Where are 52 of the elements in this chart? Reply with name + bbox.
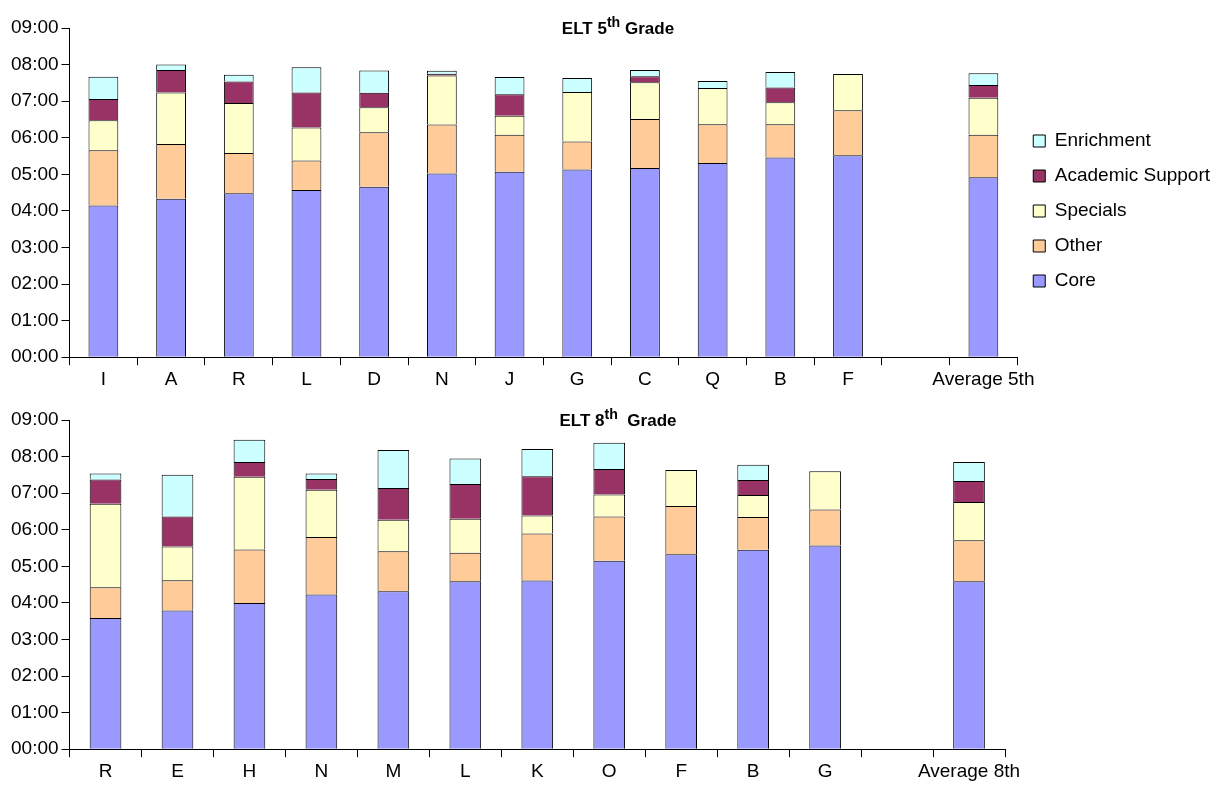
x-tick-label: N <box>314 759 329 781</box>
y-tick-label: 03:00 <box>11 235 59 257</box>
y-tick-label: 07:00 <box>11 89 59 111</box>
y-tick-label: 04:00 <box>11 199 59 221</box>
x-tick-label: C <box>638 367 652 389</box>
y-tick-label: 01:00 <box>11 700 59 722</box>
chart-title: ELT 5$^{th}$ Grade <box>561 14 675 38</box>
x-tick-label: B <box>773 367 787 389</box>
x-tick-label: J <box>504 367 515 389</box>
y-tick-label: 09:00 <box>11 16 59 38</box>
x-tick-label: O <box>601 759 617 781</box>
x-tick-label: Average 5th <box>932 367 1035 389</box>
y-tick-label: 09:00 <box>11 408 59 430</box>
x-tick-label: N <box>434 367 449 389</box>
x-tick-label: R <box>231 367 246 389</box>
x-tick-label: K <box>530 759 544 781</box>
x-tick-label: E <box>171 759 184 781</box>
legend-label: Specials <box>1054 199 1127 221</box>
x-tick-label: Average 8th <box>917 759 1021 781</box>
y-tick-label: 02:00 <box>11 664 59 686</box>
x-tick-label: L <box>460 759 471 781</box>
x-tick-label: D <box>367 367 382 389</box>
x-tick-label: F <box>675 759 687 781</box>
x-tick-label: Q <box>705 367 721 389</box>
legend-label: Other <box>1054 234 1103 256</box>
legend-label: Academic Support <box>1054 164 1211 186</box>
x-tick-label: G <box>569 367 585 389</box>
x-tick-label: G <box>817 759 833 781</box>
y-tick-label: 02:00 <box>11 272 59 294</box>
chart-title: ELT 8$^{th}$ Grade <box>559 406 677 430</box>
y-tick-label: 01:00 <box>11 308 59 330</box>
legend-label: Enrichment <box>1054 129 1152 151</box>
legend-label: Core <box>1054 269 1096 291</box>
x-tick-label: A <box>164 367 178 389</box>
y-tick-label: 00:00 <box>11 737 59 759</box>
y-tick-label: 03:00 <box>11 627 59 649</box>
x-tick-label: R <box>98 759 113 781</box>
y-tick-label: 06:00 <box>11 125 59 147</box>
y-tick-label: 00:00 <box>11 345 59 367</box>
y-tick-label: 07:00 <box>11 481 59 503</box>
x-tick-label: M <box>385 759 402 781</box>
x-tick-label: I <box>100 367 107 389</box>
y-tick-label: 06:00 <box>11 517 59 539</box>
x-tick-label: F <box>842 367 854 389</box>
x-tick-label: B <box>746 759 760 781</box>
y-tick-label: 05:00 <box>11 162 59 184</box>
x-tick-label: L <box>301 367 312 389</box>
y-tick-label: 04:00 <box>11 591 59 613</box>
y-tick-label: 08:00 <box>11 444 59 466</box>
y-tick-label: 05:00 <box>11 554 59 576</box>
y-tick-label: 08:00 <box>11 52 59 74</box>
x-tick-label: H <box>242 759 257 781</box>
